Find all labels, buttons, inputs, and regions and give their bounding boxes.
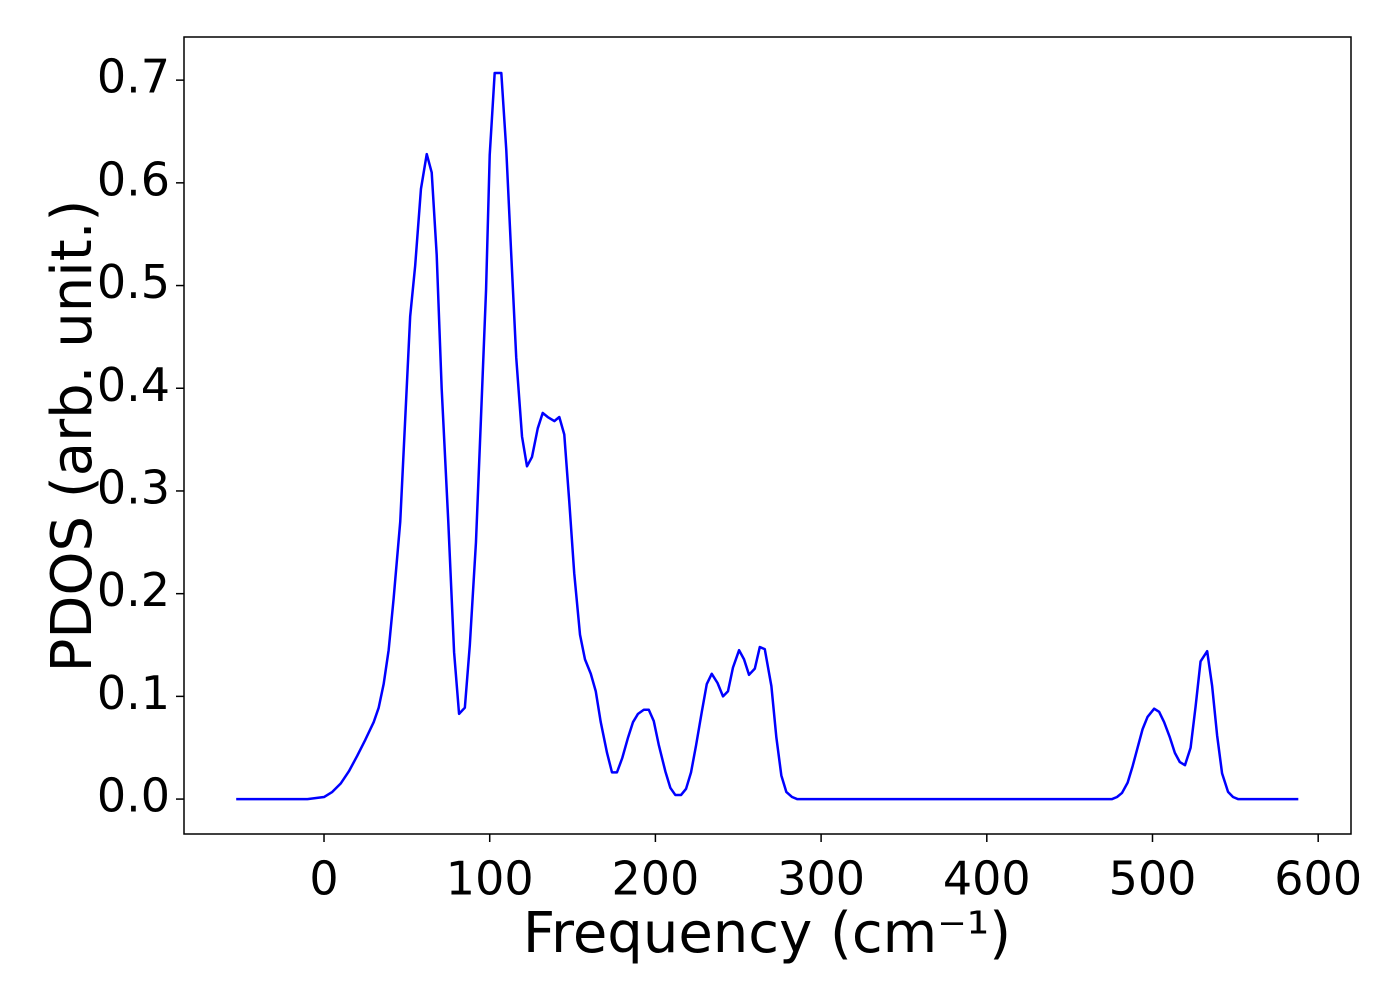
y-tick-label: 0.5 — [97, 255, 170, 309]
y-tick-label: 0.3 — [97, 460, 170, 514]
y-tick-label: 0.6 — [97, 152, 170, 206]
x-axis-label: Frequency (cm⁻¹) — [523, 901, 1011, 966]
x-tick-label: 300 — [777, 852, 865, 906]
x-tick-label: 600 — [1274, 852, 1362, 906]
y-tick-label: 0.1 — [97, 666, 170, 720]
x-tick-label: 100 — [446, 852, 534, 906]
y-axis-label: PDOS (arb. unit.) — [40, 200, 105, 673]
x-tick-label: 0 — [309, 852, 338, 906]
x-tick-label: 200 — [612, 852, 700, 906]
x-tick-label: 400 — [943, 852, 1031, 906]
y-tick-label: 0.0 — [97, 769, 170, 823]
data-line — [236, 71, 1299, 801]
x-tick-label: 500 — [1109, 852, 1197, 906]
y-tick-label: 0.2 — [97, 563, 170, 617]
y-tick-label: 0.4 — [97, 358, 170, 412]
y-tick-label: 0.7 — [97, 50, 170, 104]
plot-frame — [183, 36, 1352, 835]
